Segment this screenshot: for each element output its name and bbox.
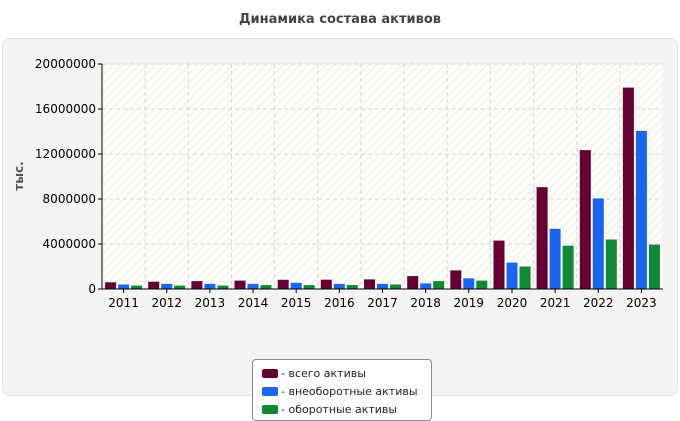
legend-label-current: - оборотные активы (281, 402, 398, 416)
bar-2017-series-1 (377, 283, 388, 289)
bar-2012-series-0 (148, 281, 160, 289)
bar-2021-series-1 (549, 228, 561, 289)
x-tick-label: 2019 (454, 296, 485, 310)
x-tick-label: 2021 (540, 296, 571, 310)
y-tick-label: 8000000 (43, 192, 96, 206)
bar-2016-series-0 (320, 279, 332, 289)
bar-2021-series-0 (536, 187, 548, 289)
bar-2013-series-1 (204, 283, 216, 289)
legend-item-noncurrent: - внеоборотные активы (262, 382, 431, 400)
bar-2017-series-0 (364, 279, 375, 289)
x-tick-label: 2015 (281, 296, 312, 310)
bar-2018-series-2 (433, 281, 445, 289)
x-tick-label: 2017 (367, 296, 398, 310)
chart-title: Динамика состава активов (238, 12, 442, 27)
legend-item-current: - оборотные активы (262, 400, 431, 418)
bar-2019-series-2 (476, 280, 488, 289)
bar-2015-series-2 (303, 285, 315, 289)
bar-2017-series-2 (390, 284, 401, 289)
bar-2016-series-2 (346, 285, 358, 289)
bar-2023-series-0 (622, 87, 634, 289)
y-tick-label: 12000000 (35, 147, 96, 161)
bar-2015-series-0 (277, 279, 289, 289)
bar-2022-series-1 (592, 198, 604, 289)
y-tick-label: 16000000 (35, 102, 96, 116)
legend: - всего активы - внеоборотные активы - о… (252, 359, 432, 421)
x-tick-label: 2018 (410, 296, 441, 310)
chart-plot: 0 4000000 8000000 12000000 16000000 20000000 2… (12, 57, 663, 310)
x-tick-label: 2013 (195, 296, 226, 310)
bar-2020-series-2 (519, 266, 531, 289)
y-tick-label: 0 (88, 282, 96, 296)
x-tick-label: 2016 (324, 296, 355, 310)
bar-2014-series-2 (260, 285, 272, 289)
bar-2019-series-0 (450, 270, 462, 289)
x-tick-label: 2011 (108, 296, 139, 310)
x-tick-label: 2020 (497, 296, 528, 310)
bar-2022-series-2 (605, 239, 617, 289)
legend-swatch-total (262, 368, 278, 378)
legend-label-total: - всего активы (281, 366, 366, 380)
bar-2016-series-1 (333, 283, 345, 289)
plot-background (102, 64, 663, 289)
legend-swatch-noncurrent (262, 386, 278, 396)
bar-2018-series-0 (407, 276, 419, 289)
legend-swatch-current (262, 404, 278, 414)
bar-2014-series-0 (234, 280, 246, 289)
bar-2011-series-0 (105, 282, 117, 290)
bar-2011-series-1 (118, 284, 130, 289)
legend-item-total: - всего активы (262, 364, 431, 382)
bar-2013-series-0 (191, 281, 203, 289)
bar-2020-series-1 (506, 262, 518, 289)
bar-2019-series-1 (463, 278, 475, 289)
x-tick-label: 2014 (238, 296, 269, 310)
bar-2021-series-2 (562, 245, 574, 289)
x-tick-label: 2012 (151, 296, 182, 310)
bar-2022-series-0 (579, 150, 591, 289)
x-tick-label: 2022 (583, 296, 614, 310)
bar-2018-series-1 (420, 283, 432, 289)
bar-2012-series-2 (174, 285, 186, 289)
y-tick-label: 4000000 (43, 237, 96, 251)
x-tick-label: 2023 (626, 296, 657, 310)
bar-2011-series-2 (131, 285, 143, 289)
bar-2012-series-1 (161, 283, 173, 289)
bar-2023-series-1 (635, 130, 647, 289)
bar-2015-series-1 (290, 282, 302, 289)
legend-label-noncurrent: - внеоборотные активы (281, 384, 418, 398)
bar-2023-series-2 (648, 244, 660, 289)
y-tick-label: 20000000 (35, 57, 96, 71)
bar-2014-series-1 (247, 283, 259, 289)
y-axis-label: тыс. (12, 161, 26, 190)
bar-2013-series-2 (217, 285, 229, 289)
chart-panel: 0 4000000 8000000 12000000 16000000 20000000 2… (2, 38, 678, 421)
bar-2020-series-0 (493, 240, 505, 289)
